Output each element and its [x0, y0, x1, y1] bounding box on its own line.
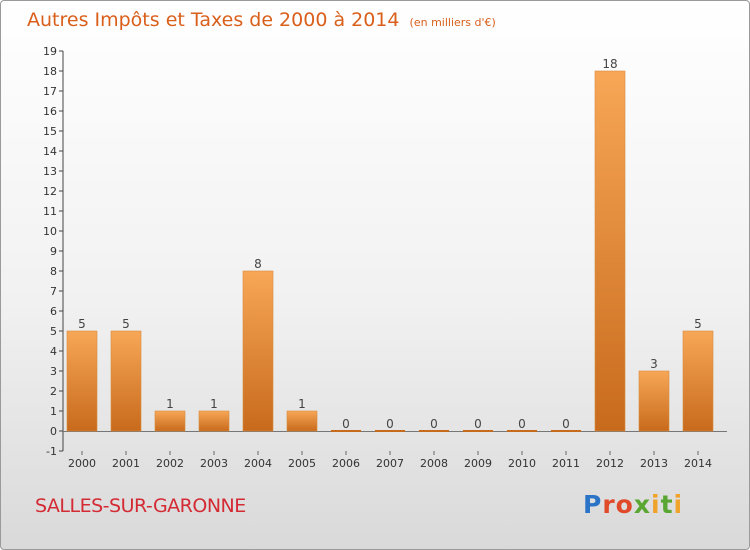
commune-name: SALLES-SUR-GARONNE — [35, 495, 246, 517]
chart-title: Autres Impôts et Taxes de 2000 à 2014 (e… — [27, 9, 496, 31]
bar-2002 — [154, 410, 186, 432]
bar-2013 — [638, 370, 670, 432]
data-label-2001: 5 — [122, 317, 130, 331]
x-tick-label-2011: 2011 — [552, 457, 580, 470]
bar-2011 — [551, 430, 581, 432]
y-tick-label: 13 — [43, 165, 57, 178]
x-tick-label-2003: 2003 — [200, 457, 228, 470]
bar-2009 — [463, 430, 493, 432]
y-tick-label: 8 — [50, 265, 57, 278]
bar-2006 — [331, 430, 361, 432]
data-label-2008: 0 — [430, 417, 438, 431]
data-label-2012: 18 — [602, 57, 617, 71]
chart-title-text: Autres Impôts et Taxes de 2000 à 2014 — [27, 9, 400, 31]
x-tick-label-2007: 2007 — [376, 457, 404, 470]
y-tick-label: 12 — [43, 185, 57, 198]
y-tick-label: -1 — [46, 445, 57, 458]
data-label-2013: 3 — [650, 357, 658, 371]
x-tick-label-2004: 2004 — [244, 457, 272, 470]
data-label-2009: 0 — [474, 417, 482, 431]
data-label-2006: 0 — [342, 417, 350, 431]
proxiti-logo: Proxiti — [583, 490, 684, 519]
bar-2008 — [419, 430, 449, 432]
y-tick-label: 9 — [50, 245, 57, 258]
bar-2007 — [375, 430, 405, 432]
bar-2010 — [507, 430, 537, 432]
x-tick-label-2014: 2014 — [684, 457, 712, 470]
x-tick-label-2009: 2009 — [464, 457, 492, 470]
x-tick-label-2010: 2010 — [508, 457, 536, 470]
x-tick-label-2001: 2001 — [112, 457, 140, 470]
data-label-2005: 1 — [298, 397, 306, 411]
bar-2001 — [110, 330, 142, 432]
y-tick-label: 6 — [50, 305, 57, 318]
x-tick-label-2012: 2012 — [596, 457, 624, 470]
x-tick-label-2006: 2006 — [332, 457, 360, 470]
y-tick-label: 5 — [50, 325, 57, 338]
y-tick-label: 11 — [43, 205, 57, 218]
y-tick-label: 10 — [43, 225, 57, 238]
chart-unit: (en milliers d'€) — [409, 16, 496, 29]
x-tick-label-2008: 2008 — [420, 457, 448, 470]
data-label-2004: 8 — [254, 257, 262, 271]
y-tick-label: 4 — [50, 345, 57, 358]
bar-2012 — [594, 70, 626, 432]
data-label-2014: 5 — [694, 317, 702, 331]
y-tick-label: 3 — [50, 365, 57, 378]
bar-2003 — [198, 410, 230, 432]
y-tick-label: 14 — [43, 145, 57, 158]
x-tick-label-2002: 2002 — [156, 457, 184, 470]
y-tick-label: 0 — [50, 425, 57, 438]
data-label-2003: 1 — [210, 397, 218, 411]
bar-2005 — [286, 410, 318, 432]
data-label-2002: 1 — [166, 397, 174, 411]
x-tick-label-2005: 2005 — [288, 457, 316, 470]
y-tick-label: 15 — [43, 125, 57, 138]
y-tick-label: 2 — [50, 385, 57, 398]
y-tick-label: 1 — [50, 405, 57, 418]
y-tick-label: 19 — [43, 45, 57, 58]
y-tick-label: 7 — [50, 285, 57, 298]
data-label-2011: 0 — [562, 417, 570, 431]
data-label-2010: 0 — [518, 417, 526, 431]
data-label-2000: 5 — [78, 317, 86, 331]
y-tick-label: 16 — [43, 105, 57, 118]
bar-2000 — [66, 330, 98, 432]
x-tick-label-2013: 2013 — [640, 457, 668, 470]
data-label-2007: 0 — [386, 417, 394, 431]
bar-2014 — [682, 330, 714, 432]
y-tick-label: 17 — [43, 85, 57, 98]
y-tick-label: 18 — [43, 65, 57, 78]
x-tick-label-2000: 2000 — [68, 457, 96, 470]
bar-2004 — [242, 270, 274, 432]
